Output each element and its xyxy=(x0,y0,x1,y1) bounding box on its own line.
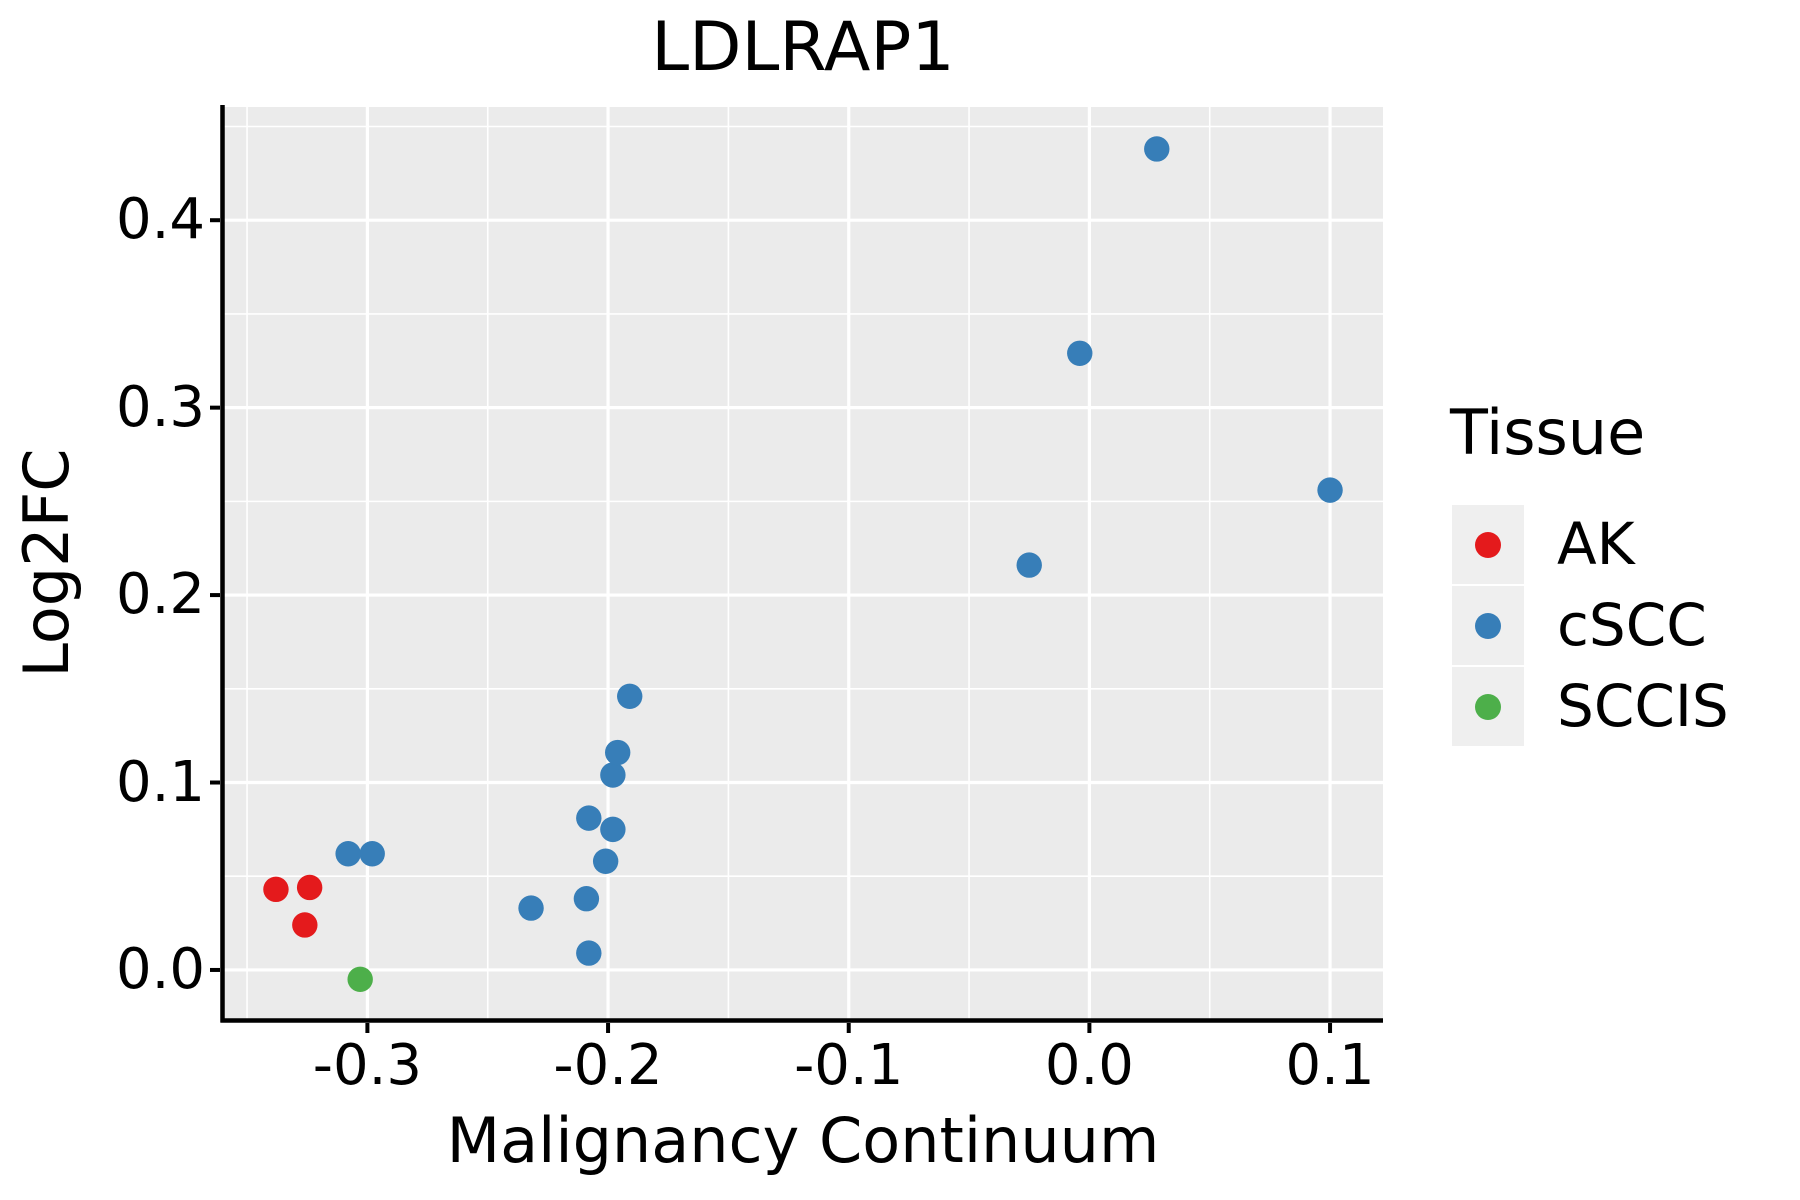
legend-label-sccis: SCCIS xyxy=(1557,672,1729,740)
legend-label-cscc: cSCC xyxy=(1557,591,1707,659)
legend: Tissue AK cSCC SCCIS xyxy=(1450,402,1800,762)
legend-label-ak: AK xyxy=(1557,510,1635,578)
x-tick-label: 0.0 xyxy=(1044,1033,1134,1098)
sccis-dot-icon xyxy=(1475,694,1501,720)
plot-title: LDLRAP1 xyxy=(651,8,955,87)
x-tick-label: 0.1 xyxy=(1285,1033,1375,1098)
x-tick-label: -0.1 xyxy=(794,1033,904,1098)
legend-title: Tissue xyxy=(1450,396,1646,469)
y-tick-label: 0.3 xyxy=(115,374,205,440)
y-axis-title: Log2FC xyxy=(10,448,83,678)
y-tick-label: 0.0 xyxy=(115,936,205,1002)
cscc-dot-icon xyxy=(1475,613,1501,639)
x-tick-label: -0.2 xyxy=(553,1033,663,1098)
y-tick-label: 0.4 xyxy=(115,187,205,253)
legend-key-ak xyxy=(1452,505,1524,584)
y-tick-label: 0.1 xyxy=(115,749,205,815)
y-tick-label: 0.2 xyxy=(115,562,205,628)
legend-key-cscc xyxy=(1452,586,1524,665)
ak-dot-icon xyxy=(1475,532,1501,558)
plot-panel xyxy=(223,107,1383,1020)
x-axis-title: Malignancy Continuum xyxy=(446,1104,1160,1177)
legend-key-sccis xyxy=(1452,667,1524,746)
x-tick-label: -0.3 xyxy=(312,1033,423,1098)
